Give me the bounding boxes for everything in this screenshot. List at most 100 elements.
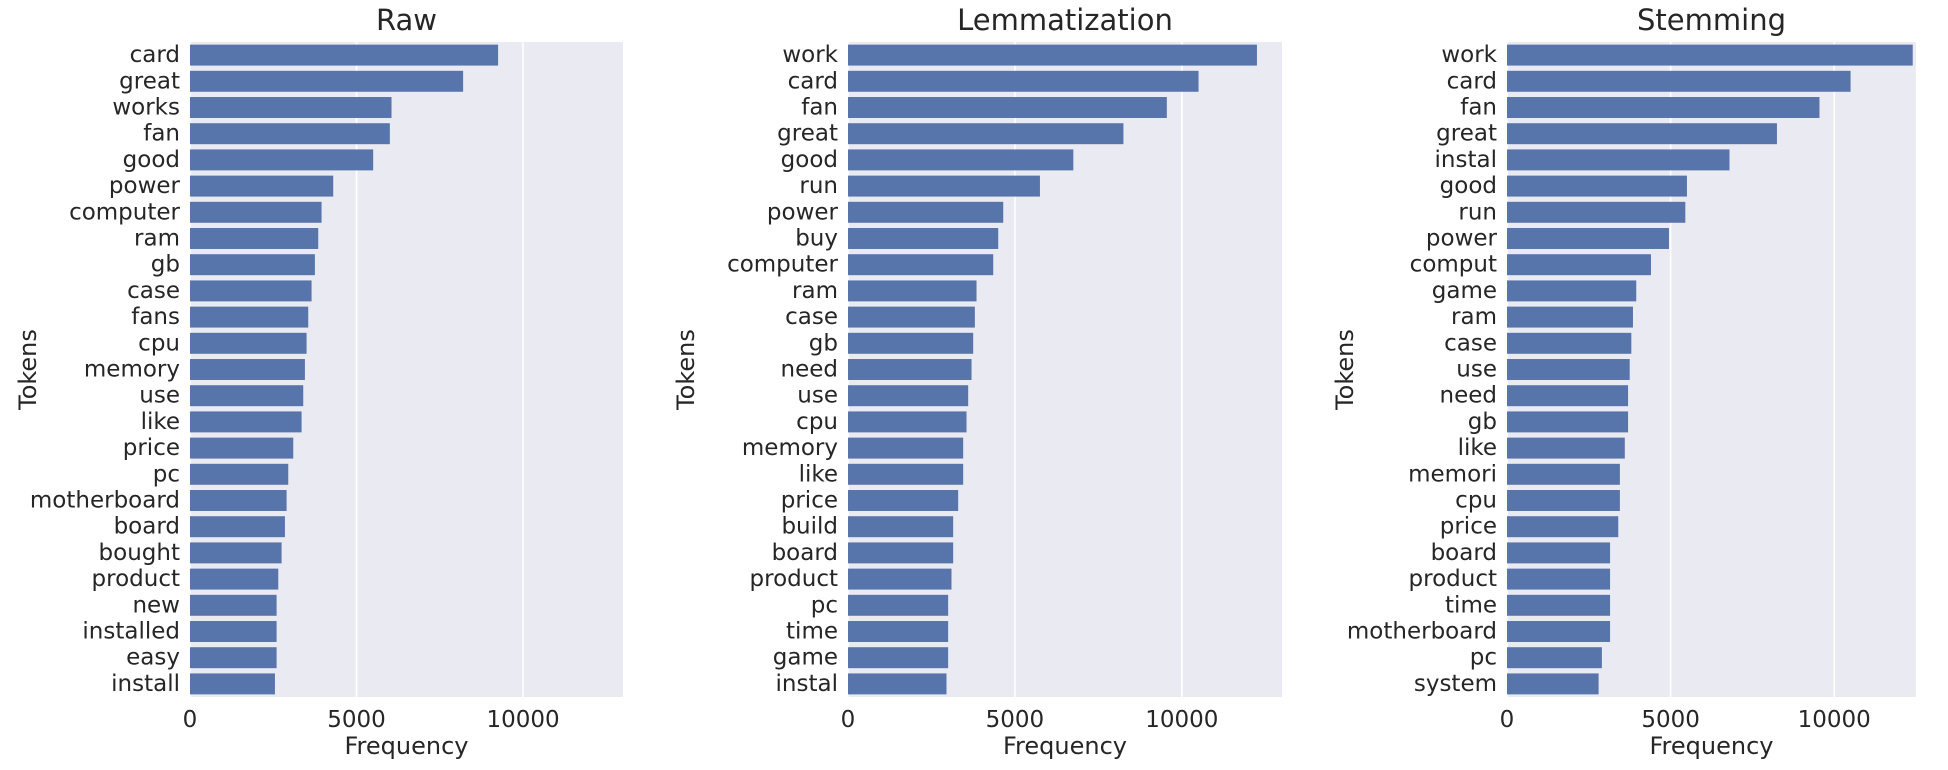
category-label: fan: [143, 121, 180, 147]
category-label: build: [781, 514, 838, 540]
category-label: great: [119, 68, 180, 94]
category-label: cpu: [796, 409, 838, 435]
category-label: installed: [82, 619, 180, 645]
bar-instal: [1507, 149, 1730, 171]
category-label: power: [109, 173, 181, 199]
x-tick-label: 5000: [986, 707, 1045, 733]
category-label: case: [127, 278, 180, 304]
bar-buy: [848, 228, 999, 249]
bar-computer: [848, 254, 994, 276]
x-tick-label: 10000: [1798, 707, 1871, 733]
y-axis-label: Tokens: [1331, 329, 1359, 411]
category-label: bought: [99, 540, 180, 566]
bar-pc: [190, 463, 289, 485]
category-label: time: [786, 619, 838, 645]
bar-build: [848, 516, 954, 538]
category-label: cpu: [138, 330, 180, 356]
bar-cpu: [1507, 490, 1620, 511]
bar-computer: [190, 201, 322, 223]
bar-work: [1507, 44, 1913, 66]
bar-product: [1507, 568, 1611, 590]
bar-case: [190, 280, 312, 302]
bar-motherboard: [190, 490, 287, 511]
bar-cpu: [190, 332, 307, 354]
category-label: instal: [1435, 147, 1497, 173]
category-label: new: [132, 592, 180, 618]
bar-board: [190, 516, 285, 538]
bar-board: [848, 542, 954, 564]
bar-use: [190, 385, 304, 407]
category-label: good: [123, 147, 180, 173]
category-label: pc: [153, 461, 180, 487]
x-axis-label: Frequency: [345, 732, 469, 760]
bar-game: [1507, 280, 1637, 302]
x-tick-label: 5000: [327, 707, 386, 733]
category-label: use: [1456, 357, 1497, 383]
bar-memory: [190, 359, 305, 380]
bar-time: [848, 621, 949, 642]
panel-title: Stemming: [1637, 3, 1786, 37]
category-label: cpu: [1455, 488, 1497, 514]
panel-title: Lemmatization: [957, 3, 1173, 37]
bar-card: [848, 70, 1199, 92]
bar-case: [1507, 332, 1632, 354]
bar-run: [848, 175, 1040, 197]
bar-card: [190, 44, 499, 66]
bar-gb: [1507, 411, 1629, 433]
bar-memory: [848, 437, 964, 459]
x-tick-label: 5000: [1641, 707, 1700, 733]
x-axis-label: Frequency: [1650, 732, 1774, 760]
category-label: case: [785, 304, 838, 330]
category-label: computer: [69, 199, 180, 225]
bar-good: [1507, 175, 1687, 197]
category-label: good: [1440, 173, 1497, 199]
bar-product: [848, 568, 952, 590]
category-label: price: [1440, 514, 1497, 540]
category-label: work: [1441, 42, 1497, 68]
bar-works: [190, 97, 392, 118]
category-label: need: [781, 357, 838, 383]
bar-game: [848, 647, 949, 669]
category-label: gb: [151, 252, 180, 278]
category-label: price: [123, 435, 180, 461]
category-label: like: [141, 409, 180, 435]
bar-use: [1507, 359, 1630, 380]
bar-like: [190, 411, 302, 433]
bar-instal: [848, 673, 947, 695]
bar-ram: [190, 228, 319, 249]
bar-time: [1507, 594, 1611, 616]
bar-great: [1507, 123, 1777, 145]
y-axis-label: Tokens: [14, 329, 42, 411]
category-label: easy: [126, 645, 180, 671]
chart-panel: workcardfangreatgoodrunpowerbuycomputerr…: [672, 3, 1282, 760]
category-label: ram: [792, 278, 838, 304]
bar-price: [1507, 516, 1619, 538]
category-label: instal: [776, 671, 838, 697]
category-label: product: [92, 566, 180, 592]
category-label: memori: [1408, 461, 1497, 487]
bar-fan: [1507, 97, 1820, 118]
category-label: pc: [1470, 645, 1497, 671]
category-label: use: [797, 383, 838, 409]
category-label: fans: [131, 304, 180, 330]
category-label: gb: [809, 330, 838, 356]
bar-power: [848, 201, 1004, 223]
category-label: ram: [1451, 304, 1497, 330]
bar-power: [1507, 228, 1669, 249]
category-label: need: [1440, 383, 1497, 409]
bar-like: [1507, 437, 1625, 459]
category-label: motherboard: [1347, 619, 1497, 645]
category-label: price: [781, 488, 838, 514]
bar-memori: [1507, 463, 1620, 485]
category-label: game: [1432, 278, 1497, 304]
category-label: card: [788, 68, 838, 94]
category-label: work: [782, 42, 838, 68]
bar-ram: [1507, 306, 1633, 328]
bar-need: [1507, 385, 1629, 407]
category-label: like: [1458, 435, 1497, 461]
bar-gb: [190, 254, 315, 276]
category-label: works: [112, 95, 180, 121]
category-label: time: [1445, 592, 1497, 618]
bar-pc: [1507, 647, 1602, 669]
